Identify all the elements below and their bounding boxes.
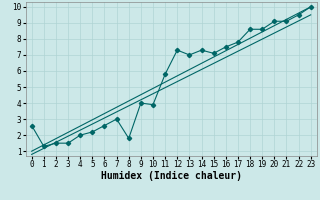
X-axis label: Humidex (Indice chaleur): Humidex (Indice chaleur): [101, 171, 242, 181]
